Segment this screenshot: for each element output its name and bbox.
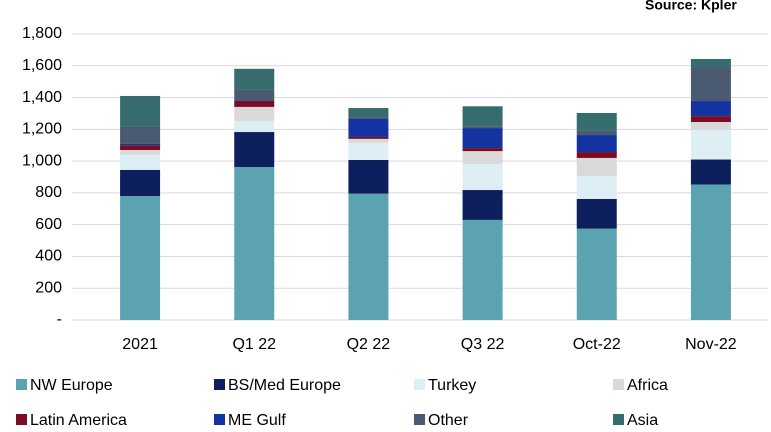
bar-segment [462,106,503,127]
bar-segment [690,116,731,123]
bar-segment [234,106,275,121]
x-tick-label: Nov-22 [685,336,737,353]
legend-label: Latin America [30,412,127,429]
bar-segment [348,108,389,118]
bar-segment [462,128,503,149]
bar-segment [120,126,161,144]
bar-segment [348,142,389,160]
bar-segment [120,145,161,150]
bar-segment [120,143,161,146]
y-tick-label: 800 [35,184,62,201]
legend-label: NW Europe [30,377,113,394]
legend-swatch [613,414,624,425]
bar-segment [690,184,731,320]
y-tick-label: 1,800 [22,25,62,42]
x-tick-label: 2021 [122,336,158,353]
bar-segment [234,68,275,90]
bar-segment [234,132,275,167]
legend-label: Africa [627,377,668,394]
bar-segment [462,148,503,152]
bar-segment [348,159,389,194]
bar-segment [120,149,161,155]
legend-label: ME Gulf [228,412,286,429]
bar-segment [576,152,617,158]
y-tick-label: 400 [35,248,62,265]
y-tick-label: 1,200 [22,121,62,138]
x-tick-label: Q3 22 [461,336,505,353]
y-tick-label: 600 [35,216,62,233]
bar-segment [348,138,389,143]
legend-swatch [414,414,425,425]
bar-segment [234,89,275,101]
bar-segment [348,193,389,320]
y-tick-label: 1,400 [22,89,62,106]
bar-segment [120,95,161,127]
bar-segment [690,122,731,130]
bar-segment [120,196,161,320]
legend-swatch [16,414,27,425]
bar-segment [462,163,503,191]
legend-label: Asia [627,412,658,429]
bar-segment [120,169,161,197]
bar-segment [690,67,731,102]
x-tick-label: Q1 22 [232,336,276,353]
bar-segment [462,219,503,320]
legend-swatch [16,379,27,390]
bar-segment [576,198,617,229]
bar-segment [462,151,503,164]
y-tick-label: 1,600 [22,57,62,74]
bar-segment [234,166,275,320]
legend-swatch [214,379,225,390]
bar-segment [348,119,389,137]
y-tick-label: - [57,311,62,328]
bar-segment [576,157,617,177]
bar-segment [234,100,275,101]
x-tick-label: Q2 22 [347,336,391,353]
bar-segment [234,100,275,107]
legend-swatch [613,379,624,390]
bar-segment [576,130,617,136]
bar-segment [348,136,389,139]
legend-label: BS/Med Europe [228,377,341,394]
bar-segment [690,159,731,185]
bar-segment [690,101,731,117]
bar-segment [462,190,503,220]
bar-segment [348,117,389,120]
bar-segment [462,126,503,129]
bar-segment [120,154,161,170]
x-tick-label: Oct-22 [573,336,621,353]
bar-segment [576,228,617,320]
bar-segment [576,135,617,153]
bar-segment [576,176,617,199]
bar-segment [690,129,731,160]
bar-segment [234,120,275,133]
legend-swatch [214,414,225,425]
y-tick-label: 1,000 [22,152,62,169]
y-tick-label: 200 [35,279,62,296]
legend-label: Other [428,412,469,429]
bar-segment [576,112,617,131]
legend-label: Turkey [428,377,476,394]
chart-subtitle: Source: Kpler [645,0,737,13]
legend-swatch [414,379,425,390]
bar-segment [690,58,731,68]
